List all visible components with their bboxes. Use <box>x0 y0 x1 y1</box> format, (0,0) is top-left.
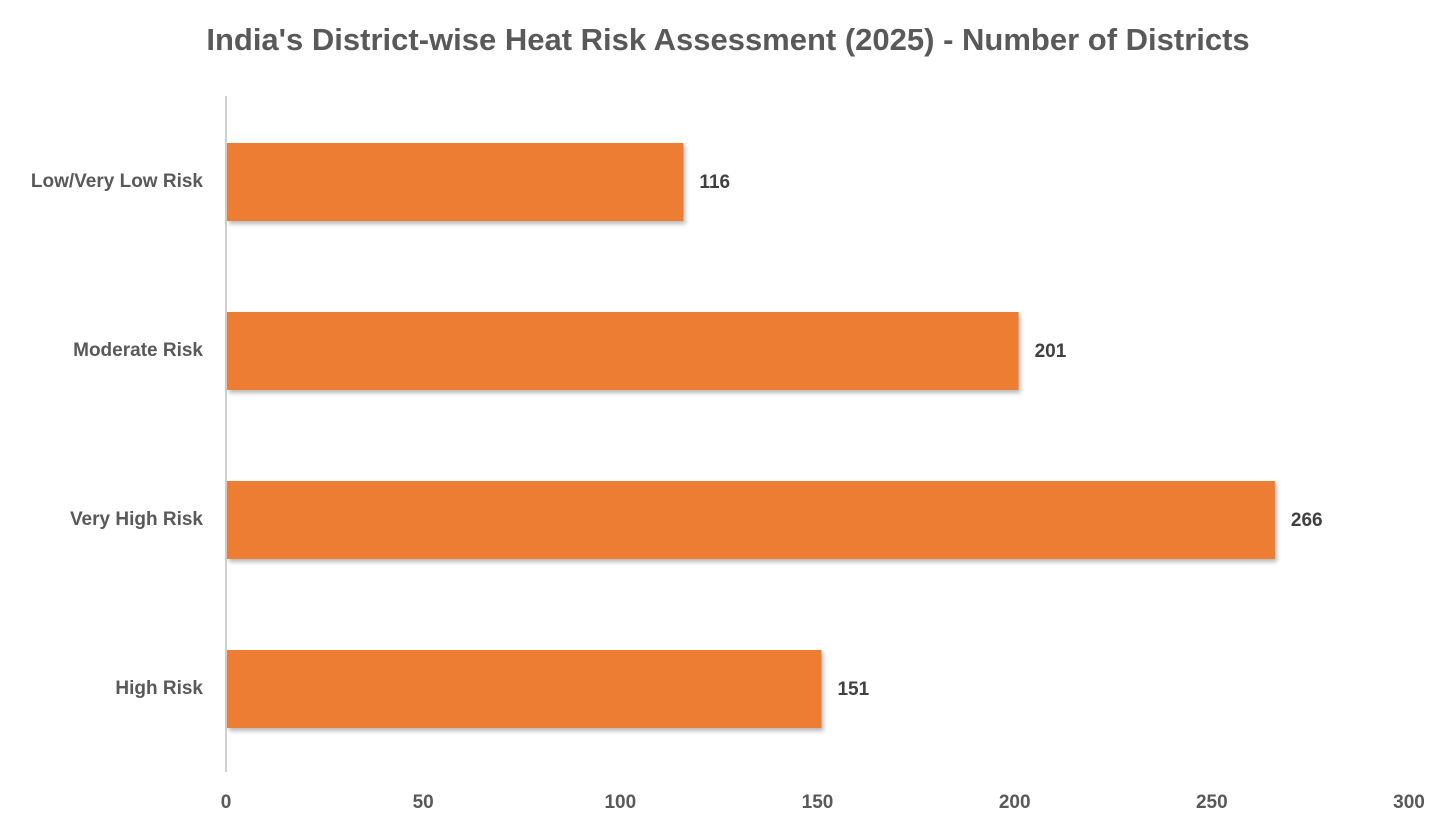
x-tick-label: 300 <box>1393 792 1425 813</box>
category-label: Very High Risk <box>70 509 203 530</box>
chart-title: India's District-wise Heat Risk Assessme… <box>206 22 1250 57</box>
data-label: 201 <box>1035 341 1067 362</box>
bar <box>227 143 684 221</box>
data-label: 116 <box>699 172 730 193</box>
category-label: Low/Very Low Risk <box>31 171 204 192</box>
bar <box>227 481 1275 559</box>
x-tick-label: 150 <box>802 792 834 813</box>
x-tick-label: 250 <box>1196 792 1228 813</box>
bar <box>227 650 822 728</box>
data-label: 266 <box>1291 510 1323 531</box>
x-tick-label: 50 <box>413 792 434 813</box>
category-label: Moderate Risk <box>73 340 203 361</box>
data-label: 151 <box>837 679 869 700</box>
x-tick-label: 0 <box>221 792 232 813</box>
bar <box>227 312 1019 390</box>
x-tick-label: 100 <box>604 792 636 813</box>
x-tick-label: 200 <box>999 792 1031 813</box>
category-label: High Risk <box>115 678 203 699</box>
